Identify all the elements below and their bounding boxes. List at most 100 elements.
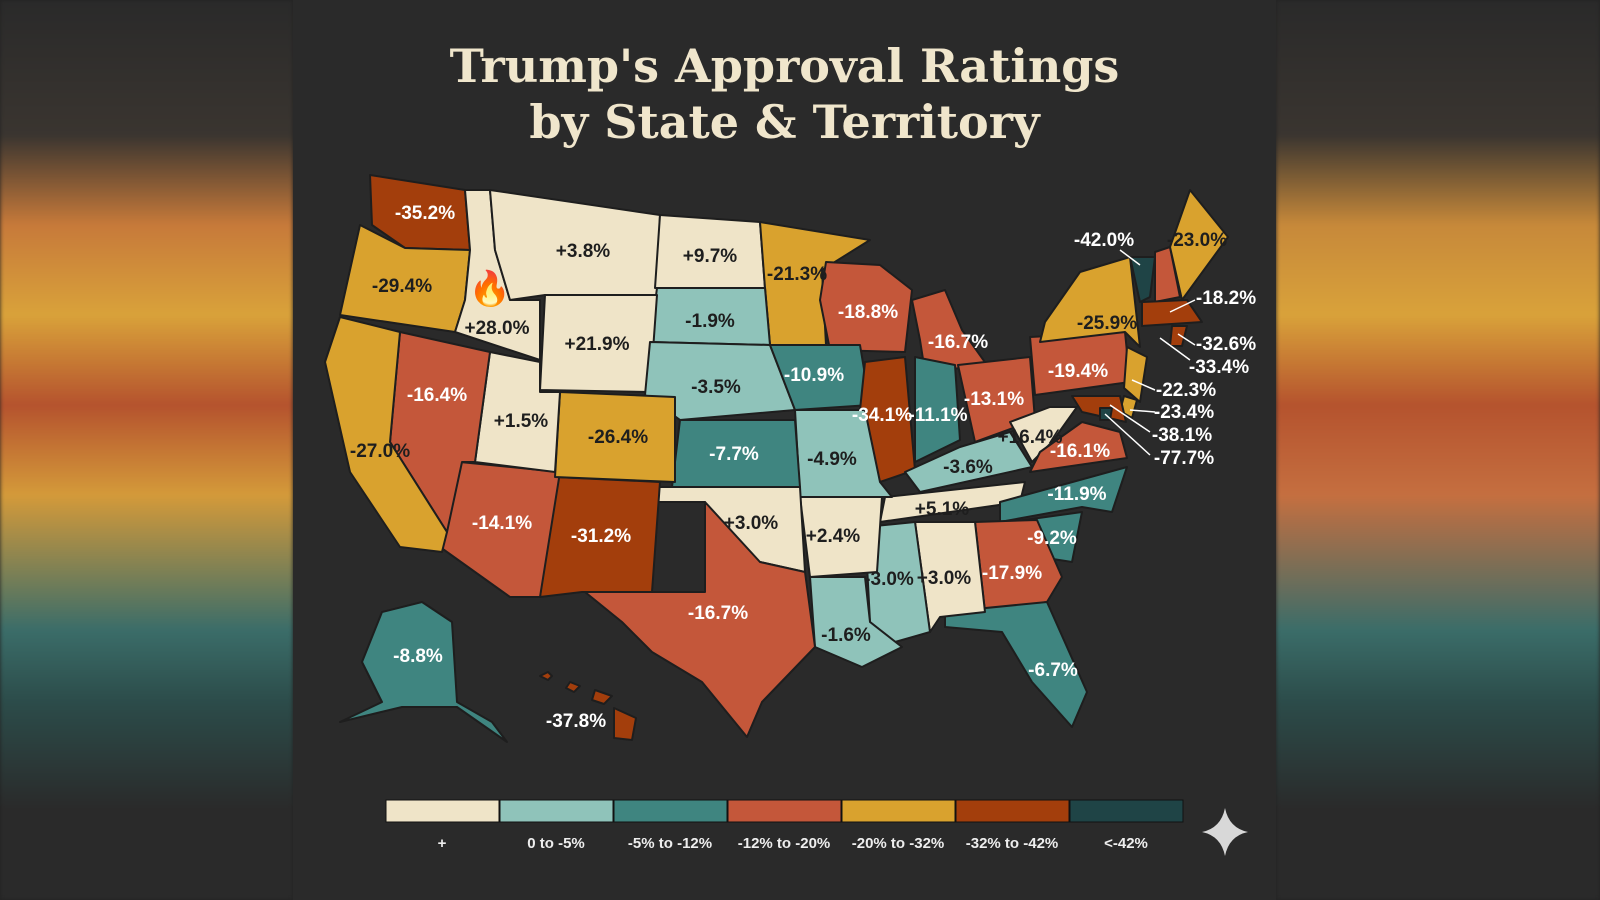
legend-swatch <box>385 799 500 823</box>
region-value-label: -13.1% <box>964 389 1024 410</box>
region-value-label: -32.6% <box>1196 334 1256 355</box>
legend-label: <-42% <box>1104 835 1148 852</box>
leader-line <box>1169 299 1196 313</box>
region-value-label: +3.0% <box>917 568 972 589</box>
region-value-label: -11.1% <box>908 405 967 426</box>
legend-swatch <box>955 799 1070 823</box>
title-line-2: by State & Territory <box>529 95 1040 149</box>
region-shape <box>1129 256 1156 303</box>
region-value-label: -18.8% <box>838 302 898 323</box>
region-value-label: -6.7% <box>1028 660 1078 681</box>
sparkle-icon <box>1202 808 1248 856</box>
region-shape <box>613 707 637 741</box>
region-value-label: -16.7% <box>688 603 748 624</box>
region-value-label: +5.1% <box>915 499 970 520</box>
region-value-label: +3.0% <box>724 513 779 534</box>
region-value-label: -23.4% <box>1154 402 1214 423</box>
region-value-label: -77.7% <box>1154 448 1214 469</box>
region-value-label: +1.5% <box>494 411 549 432</box>
region-value-label: -25.9% <box>1077 313 1137 334</box>
region-shape <box>1169 189 1229 301</box>
region-shape <box>591 689 613 705</box>
legend-swatch <box>841 799 956 823</box>
region-shape <box>1141 299 1203 327</box>
region-value-label: -17.9% <box>982 563 1042 584</box>
legend-label: -12% to -20% <box>738 835 831 852</box>
blurred-background-left <box>0 0 293 900</box>
region-value-label: -35.2% <box>395 203 455 224</box>
region-value-label: -16.4% <box>407 385 467 406</box>
region-value-label: -31.2% <box>571 526 631 547</box>
region-value-label: -16.7% <box>928 332 988 353</box>
region-shape <box>999 466 1128 523</box>
leader-line <box>1109 404 1151 433</box>
region-shape <box>1039 256 1141 348</box>
region-value-label: -3.6% <box>943 457 993 478</box>
region-shape <box>914 356 961 463</box>
region-value-label: -18.2% <box>1196 288 1256 309</box>
leader-line <box>1129 409 1156 413</box>
legend-label: -20% to -32% <box>852 835 945 852</box>
region-shape <box>904 431 1033 493</box>
region-value-label: -14.1% <box>472 513 532 534</box>
legend-label: -32% to -42% <box>966 835 1059 852</box>
legend-swatch <box>499 799 614 823</box>
region-shape <box>1123 346 1148 403</box>
region-value-label: -21.3% <box>767 264 827 285</box>
region-value-label: +2.4% <box>806 526 861 547</box>
legend: +0 to -5% -5% to -12% -12% to -20% -20% to … <box>385 799 1184 852</box>
legend-swatch <box>1069 799 1184 823</box>
legend-swatch <box>727 799 842 823</box>
blurred-background-right <box>1276 0 1600 900</box>
region-shape <box>1169 325 1188 347</box>
region-value-label: -11.9% <box>1047 484 1106 505</box>
region-value-label: +3.8% <box>556 241 611 262</box>
region-shape <box>1009 406 1078 463</box>
region-value-label: -19.4% <box>1048 361 1108 382</box>
region-shape <box>539 671 553 681</box>
region-value-label: -34.1% <box>852 405 912 426</box>
title-line-1: Trump's Approval Ratings <box>449 39 1120 93</box>
region-shape <box>819 261 913 353</box>
region-value-label: -1.9% <box>685 311 735 332</box>
region-value-label: -16.1% <box>1050 441 1110 462</box>
region-shape <box>1154 246 1181 303</box>
region-value-label: -26.4% <box>588 427 648 448</box>
region-shape <box>644 341 796 421</box>
region-value-label: -3.5% <box>691 377 741 398</box>
region-shape <box>944 601 1088 728</box>
legend-label: + <box>438 835 447 852</box>
region-value-label: -33.4% <box>1189 357 1249 378</box>
region-value-label: -37.8% <box>546 711 606 732</box>
region-value-label: -9.2% <box>1027 528 1077 549</box>
legend-label: 0 to -5% <box>527 835 585 852</box>
leader-line <box>1119 249 1141 266</box>
fire-icon: 🔥 <box>469 269 511 309</box>
region-value-label: -42.0% <box>1074 230 1134 251</box>
region-value-label: +9.7% <box>683 246 738 267</box>
region-shape <box>584 501 816 738</box>
region-shape <box>339 601 508 743</box>
region-value-label: -23.0% <box>1167 230 1227 251</box>
region-value-label: -4.9% <box>807 449 857 470</box>
region-value-label: -38.1% <box>1152 425 1212 446</box>
region-value-label: -27.0% <box>350 441 410 462</box>
legend-swatch <box>613 799 728 823</box>
region-value-label: +28.0% <box>465 318 530 339</box>
leader-line <box>1177 333 1196 346</box>
region-value-label: +21.9% <box>565 334 630 355</box>
region-value-label: +16.4% <box>998 427 1063 448</box>
region-value-label: -8.8% <box>393 646 443 667</box>
region-value-label: -10.9% <box>784 365 844 386</box>
leader-line <box>1104 413 1151 456</box>
region-value-label: -7.7% <box>709 444 759 465</box>
region-value-label: -1.6% <box>821 625 871 646</box>
region-shape <box>565 681 581 693</box>
region-value-label: -22.3% <box>1156 380 1216 401</box>
leader-line <box>1159 337 1191 361</box>
region-shape <box>324 316 448 553</box>
region-value-label: -29.4% <box>372 276 432 297</box>
region-shape <box>1029 421 1128 473</box>
leader-line <box>1131 379 1156 391</box>
